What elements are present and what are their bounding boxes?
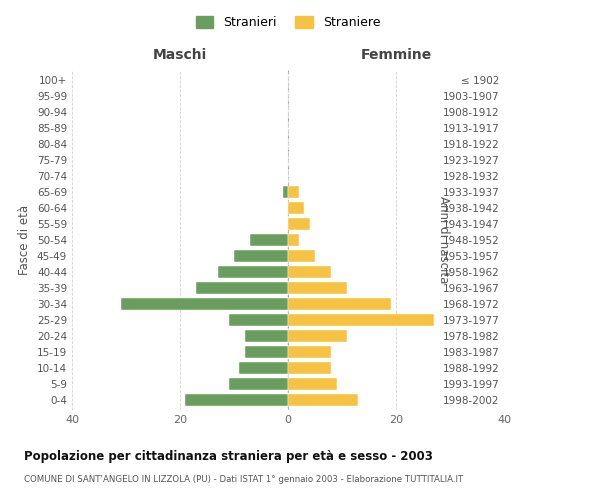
Bar: [288, 330, 347, 342]
Bar: [239, 362, 288, 374]
Bar: [288, 250, 315, 262]
Text: COMUNE DI SANT'ANGELO IN LIZZOLA (PU) - Dati ISTAT 1° gennaio 2003 - Elaborazion: COMUNE DI SANT'ANGELO IN LIZZOLA (PU) - …: [24, 475, 463, 484]
Text: Popolazione per cittadinanza straniera per età e sesso - 2003: Popolazione per cittadinanza straniera p…: [24, 450, 433, 463]
Bar: [245, 346, 288, 358]
Bar: [283, 186, 288, 198]
Legend: Stranieri, Straniere: Stranieri, Straniere: [191, 11, 385, 34]
Bar: [229, 314, 288, 326]
Bar: [288, 266, 331, 278]
Bar: [288, 346, 331, 358]
Bar: [288, 378, 337, 390]
Bar: [229, 378, 288, 390]
Bar: [288, 282, 347, 294]
Bar: [288, 298, 391, 310]
Bar: [288, 186, 299, 198]
Text: Femmine: Femmine: [361, 48, 431, 62]
Bar: [288, 362, 331, 374]
Bar: [288, 394, 358, 406]
Bar: [185, 394, 288, 406]
Bar: [288, 202, 304, 214]
Bar: [288, 218, 310, 230]
Text: Maschi: Maschi: [153, 48, 207, 62]
Bar: [250, 234, 288, 246]
Y-axis label: Fasce di età: Fasce di età: [19, 205, 31, 275]
Bar: [196, 282, 288, 294]
Bar: [218, 266, 288, 278]
Y-axis label: Anni di nascita: Anni di nascita: [437, 196, 450, 284]
Bar: [121, 298, 288, 310]
Bar: [288, 234, 299, 246]
Bar: [234, 250, 288, 262]
Bar: [245, 330, 288, 342]
Bar: [288, 314, 434, 326]
